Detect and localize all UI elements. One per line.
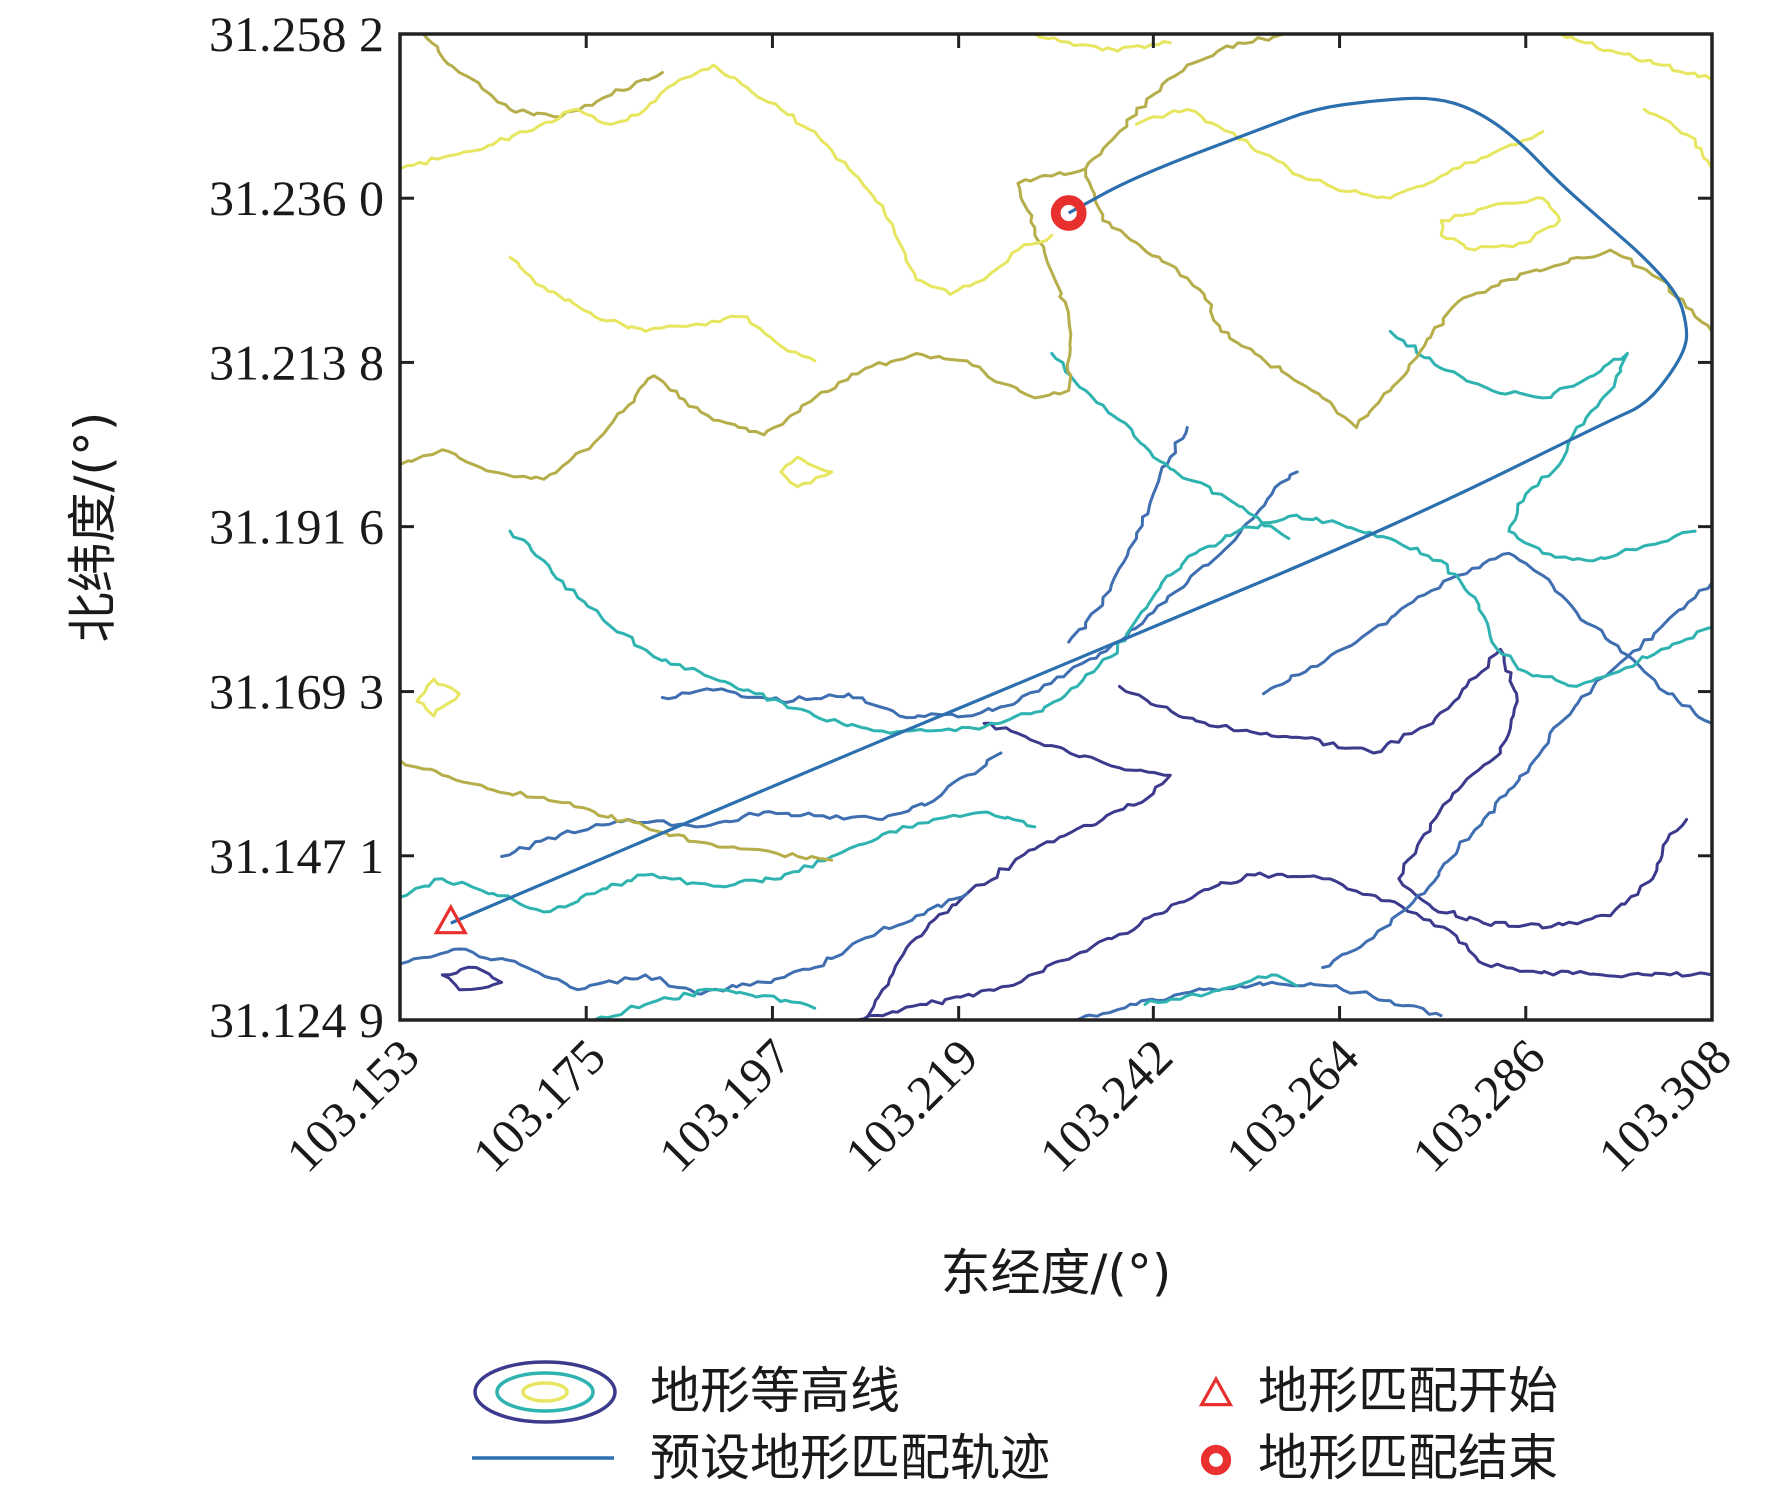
contour-line-level-5 — [1134, 107, 1545, 200]
y-axis-label: 北纬度/(°) — [64, 412, 122, 643]
legend-start-swatch — [1198, 1375, 1234, 1407]
legend-item-end: 地形匹配结束 — [1200, 1429, 1558, 1487]
legend-label-start: 地形匹配开始 — [1258, 1362, 1558, 1420]
contour-line-level-5 — [1033, 34, 1172, 53]
contour-line-level-3 — [1050, 352, 1291, 540]
y-tick-label: 31.169 3 — [209, 664, 384, 720]
contour-line-level-5 — [1439, 196, 1562, 252]
contour-line-level-5 — [508, 255, 817, 363]
contour-line-level-2 — [1321, 581, 1712, 969]
y-tick-label: 31.236 0 — [209, 170, 384, 226]
contour-line-level-4 — [1084, 34, 1291, 171]
contour-line-level-5 — [400, 63, 1054, 296]
marker-layer — [433, 195, 1087, 935]
legend-item-start: 地形匹配开始 — [1198, 1362, 1558, 1420]
contour-line-level-4 — [400, 758, 834, 862]
contour-line-level-2 — [1075, 980, 1443, 1020]
contour-line-level-3 — [400, 810, 1037, 914]
y-tick-label: 31.191 6 — [209, 499, 384, 555]
contour-line-level-3 — [1388, 329, 1697, 563]
y-tick-label: 31.147 1 — [209, 828, 384, 884]
end-marker — [1050, 195, 1087, 231]
contour-line-level-4 — [421, 34, 664, 119]
contour-line-level-5 — [779, 455, 834, 489]
contour-layer — [400, 34, 1712, 1020]
y-tick-label: 31.213 8 — [209, 334, 384, 390]
contour-line-level-3 — [1143, 973, 1299, 1006]
legend-contour-swatch-middle — [495, 1371, 595, 1413]
contour-line-level-2 — [400, 892, 969, 996]
contour-line-level-3 — [593, 987, 817, 1020]
contour-line-level-5 — [1558, 34, 1712, 82]
start-marker — [433, 903, 468, 935]
trajectory-line — [450, 96, 1689, 925]
end-marker-ring — [1050, 195, 1087, 231]
y-tick-label: 31.258 2 — [209, 6, 384, 62]
contour-line-level-1 — [1118, 647, 1689, 930]
legend-item-contour: 地形等高线 — [473, 1360, 900, 1424]
legend-item-trajectory: 预设地形匹配轨迹 — [472, 1429, 1050, 1487]
contour-line-level-5 — [1642, 107, 1712, 171]
legend-end-swatch-ring — [1200, 1444, 1232, 1476]
contour-line-level-3 — [508, 513, 1712, 735]
y-tick-label: 31.124 9 — [209, 992, 384, 1048]
contour-line-level-1 — [855, 871, 1712, 1020]
x-axis-label: 东经度/(°) — [941, 1244, 1172, 1302]
trajectory-layer — [450, 96, 1689, 925]
legend-end-swatch — [1200, 1444, 1232, 1476]
legend-label-contour: 地形等高线 — [650, 1362, 900, 1420]
contour-line-level-5 — [415, 677, 461, 718]
legend-contour-swatch-inner — [521, 1381, 569, 1403]
contour-line-level-1 — [440, 965, 504, 992]
legend-contour-swatch-outer — [473, 1360, 617, 1424]
legend-label-end: 地形匹配结束 — [1258, 1429, 1558, 1487]
legend-label-trajectory: 预设地形匹配轨迹 — [650, 1429, 1050, 1487]
contour-line-level-2 — [1261, 551, 1712, 725]
contour-line-level-1 — [864, 721, 1172, 1020]
contour-line-level-4 — [400, 167, 1712, 481]
contour-line-level-2 — [500, 751, 1003, 858]
y-axis: 31.258 2 31.236 0 31.213 8 31.191 6 31.169 3… — [209, 6, 1712, 1048]
